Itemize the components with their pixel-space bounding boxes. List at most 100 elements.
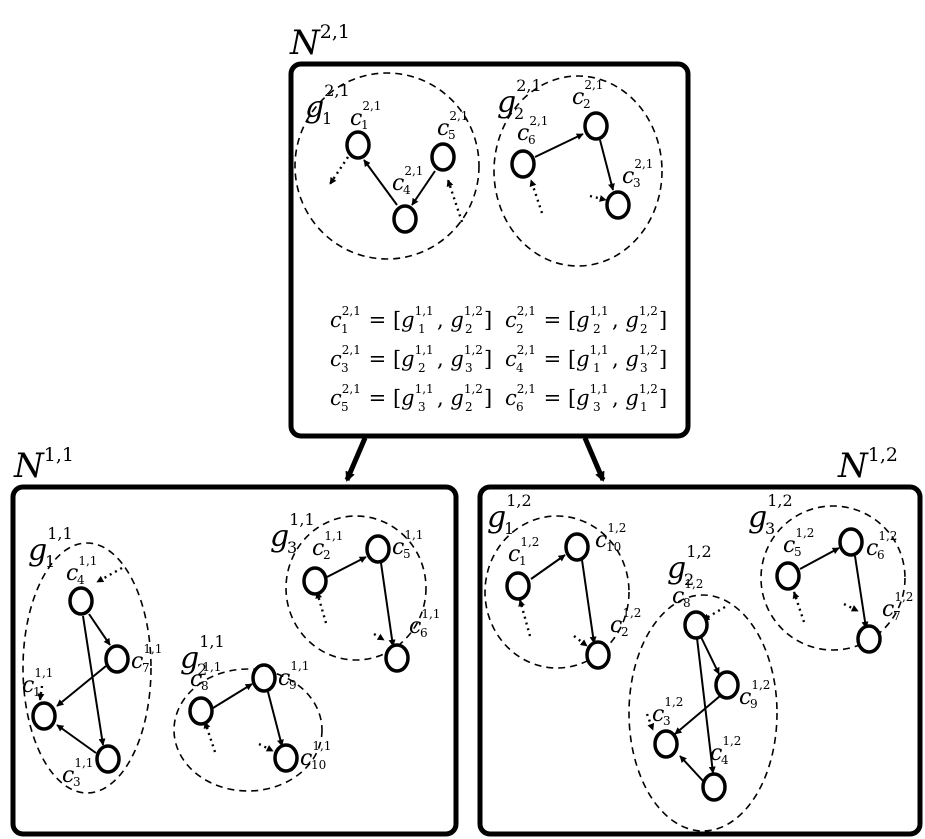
group-label-left-g1: g1,1 1	[28, 524, 73, 571]
edge-right-c4-c3	[679, 755, 705, 783]
stub-right-c5	[792, 591, 806, 623]
stub-left-c1	[37, 685, 45, 701]
group-label-top-g1: g2,1 1	[305, 81, 350, 128]
stub-right-c1	[518, 599, 532, 637]
stub-left-c8	[203, 721, 217, 753]
node-left-c4	[68, 586, 94, 616]
group-ellipse-top-g2	[493, 75, 663, 267]
box-right-label: N1,2	[837, 444, 898, 486]
group-label-right-g2: g1,2 2	[667, 542, 712, 589]
node-left-c5	[365, 534, 391, 564]
node-right-c3	[653, 729, 679, 759]
edge-top-c2-c3	[599, 139, 615, 191]
stub-top-c6	[529, 179, 544, 214]
edge-left-c4-c3	[82, 615, 106, 746]
stub-left-c6	[373, 632, 385, 642]
stub-right-c7	[843, 602, 859, 613]
equation-1: c2,1 1 = [g1,1 1, g1,2 2]	[330, 304, 492, 336]
edge-right-c8-c9	[700, 636, 720, 675]
node-label-top-c5: c2,1 5	[437, 109, 468, 142]
equation-6: c2,1 6 = [g1,1 3, g1,2 1]	[505, 382, 667, 414]
edge-right-c6-c7	[854, 555, 869, 629]
node-label-top-c2: c2,1 2	[572, 78, 603, 111]
node-left-c7	[104, 644, 130, 674]
equations-block: c2,1 1 = [g1,1 1, g1,2 2] c2,1 2 = [g1,1 2, g…	[330, 304, 667, 414]
node-right-c10	[564, 532, 590, 562]
node-label-left-c1: c1,1 1	[22, 666, 53, 699]
edge-left-c8-c9	[212, 683, 253, 709]
edge-left-c7-c1	[56, 665, 107, 707]
node-right-c9	[714, 670, 740, 700]
equation-5: c2,1 5 = [g1,1 3, g1,2 2]	[330, 382, 492, 414]
group-ellipse-left-g1	[22, 542, 152, 794]
node-label-right-c3: c1,2 3	[652, 695, 683, 728]
node-label-left-c2: c1,1 2	[312, 529, 343, 562]
stub-left-c4	[96, 566, 123, 584]
group-ellipse-right-g2	[628, 594, 778, 832]
stub-top-c3	[589, 194, 607, 202]
node-label-right-c10: c1,2 10	[595, 521, 626, 554]
node-label-right-c5: c1,2 5	[783, 526, 814, 559]
group-label-left-g3: g1,1 3	[270, 510, 315, 557]
stub-top-c5	[446, 179, 464, 223]
edge-top-c6-c2	[534, 133, 584, 158]
node-label-left-c7: c1,1 7	[131, 642, 162, 675]
group-ellipse-right-g1	[484, 515, 630, 669]
box-top-label: N2,1	[289, 21, 350, 63]
node-right-c4	[701, 772, 727, 802]
stub-right-c8	[702, 605, 726, 622]
edge-left-c2-c5	[326, 556, 367, 578]
arrow-top-to-left	[344, 437, 368, 482]
group-label-left-g2: g1,1 2	[180, 632, 225, 679]
group-ellipse-right-g3	[760, 505, 906, 651]
stub-top-c1	[329, 156, 349, 185]
equation-3: c2,1 3 = [g1,1 2, g1,2 3]	[330, 343, 492, 375]
arrow-top-to-right	[582, 437, 606, 482]
node-label-left-c9: c1,1 9	[278, 659, 309, 692]
node-label-right-c9: c1,2 9	[739, 678, 770, 711]
node-label-left-c4: c1,1 4	[66, 554, 97, 587]
node-label-right-c7: c1,2 7	[882, 590, 913, 623]
group-ellipse-top-g1	[294, 72, 480, 260]
box-left-label: N1,1	[13, 444, 74, 486]
node-left-c10	[273, 743, 299, 773]
node-top-c2	[583, 111, 609, 141]
node-right-c5	[775, 561, 801, 591]
equation-4: c2,1 4 = [g1,1 1, g1,2 3]	[505, 343, 667, 375]
edge-top-c4-c1	[363, 159, 398, 206]
node-label-top-c3: c2,1 3	[622, 157, 653, 190]
edge-right-c1-c10	[530, 554, 566, 580]
box-top	[288, 61, 691, 439]
node-top-c6	[510, 149, 536, 179]
node-label-top-c6: c2,1 6	[517, 114, 548, 147]
edge-left-c9-c10	[267, 691, 284, 747]
node-right-c8	[683, 610, 709, 640]
edge-top-c5-c4	[411, 170, 436, 206]
node-right-c6	[838, 527, 864, 557]
node-left-c2	[302, 566, 328, 596]
group-label-right-g1: g1,2 1	[487, 491, 532, 538]
node-right-c7	[856, 624, 882, 654]
group-label-top-g2: g2,1 2	[497, 76, 542, 123]
node-top-c3	[605, 190, 631, 220]
node-right-c2	[585, 640, 611, 670]
edge-right-c8-c4	[696, 637, 716, 774]
edge-right-c5-c6	[799, 547, 840, 570]
node-label-left-c3: c1,1 3	[62, 756, 93, 789]
node-label-right-c2: c1,2 2	[610, 606, 641, 639]
node-label-left-c10: c1,1 10	[300, 739, 331, 772]
node-label-left-c6: c1,1 6	[409, 607, 440, 640]
node-left-c3	[95, 744, 121, 774]
group-ellipse-left-g3	[285, 515, 427, 661]
node-top-c1	[345, 130, 371, 160]
equation-2: c2,1 2 = [g1,1 2, g1,2 2]	[505, 304, 667, 336]
group-label-right-g3: g1,2 3	[748, 491, 793, 538]
node-left-c6	[384, 643, 410, 673]
edge-right-c10-c2	[581, 559, 597, 644]
stub-left-c10	[258, 742, 274, 753]
edge-left-c4-c7	[88, 613, 111, 646]
node-label-top-c4: c2,1 4	[392, 164, 423, 197]
edge-left-c3-c1	[56, 724, 97, 754]
edge-right-c9-c3	[674, 695, 721, 735]
